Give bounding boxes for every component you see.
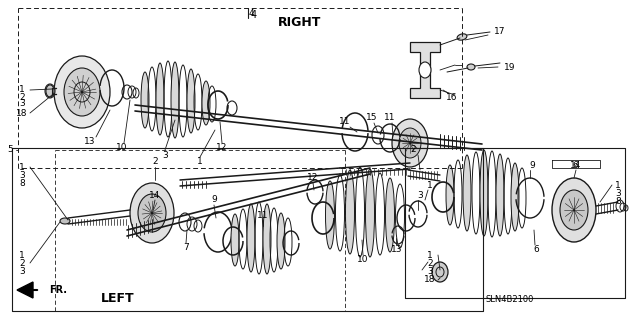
Ellipse shape xyxy=(231,214,239,266)
Ellipse shape xyxy=(552,178,596,242)
Text: 2: 2 xyxy=(427,258,433,268)
Text: 4: 4 xyxy=(248,10,254,19)
Text: 8: 8 xyxy=(615,197,621,205)
Text: 6: 6 xyxy=(572,160,578,169)
Text: 16: 16 xyxy=(446,93,458,102)
Text: 9: 9 xyxy=(529,160,535,169)
Text: 2: 2 xyxy=(152,158,158,167)
Text: 1: 1 xyxy=(427,250,433,259)
Ellipse shape xyxy=(247,204,255,272)
Text: 11: 11 xyxy=(339,117,351,127)
Text: 17: 17 xyxy=(494,27,506,36)
Text: 18: 18 xyxy=(16,108,28,117)
Text: 7: 7 xyxy=(183,243,189,253)
Ellipse shape xyxy=(130,183,174,243)
Polygon shape xyxy=(410,42,440,98)
Text: 13: 13 xyxy=(391,246,403,255)
Text: 3: 3 xyxy=(162,151,168,160)
Text: 8: 8 xyxy=(19,179,25,188)
Text: 4: 4 xyxy=(251,10,257,20)
Ellipse shape xyxy=(60,218,70,224)
Text: 1: 1 xyxy=(19,250,25,259)
Ellipse shape xyxy=(171,62,179,138)
Text: 12: 12 xyxy=(307,174,319,182)
Text: 10: 10 xyxy=(116,144,128,152)
Text: 3: 3 xyxy=(19,170,25,180)
Ellipse shape xyxy=(263,204,271,274)
Text: 1: 1 xyxy=(19,85,25,94)
Ellipse shape xyxy=(346,170,355,254)
Ellipse shape xyxy=(385,178,394,252)
Text: 14: 14 xyxy=(570,160,582,169)
Polygon shape xyxy=(17,282,33,298)
Text: 13: 13 xyxy=(84,137,96,146)
Ellipse shape xyxy=(446,165,454,225)
Ellipse shape xyxy=(156,63,164,135)
Text: SLN4B2100: SLN4B2100 xyxy=(485,295,533,305)
Text: 1: 1 xyxy=(197,158,203,167)
Text: FR.: FR. xyxy=(49,285,67,295)
Text: 11: 11 xyxy=(257,211,269,219)
Text: 2: 2 xyxy=(19,258,25,268)
Ellipse shape xyxy=(467,64,475,70)
Text: 3: 3 xyxy=(615,189,621,197)
Text: 3: 3 xyxy=(19,100,25,108)
Ellipse shape xyxy=(511,163,519,231)
Text: 2: 2 xyxy=(19,93,25,101)
Text: 9: 9 xyxy=(211,196,217,204)
Text: LEFT: LEFT xyxy=(101,292,135,305)
Ellipse shape xyxy=(54,56,110,128)
Ellipse shape xyxy=(432,262,448,282)
Text: 1: 1 xyxy=(427,181,433,189)
Text: 15: 15 xyxy=(366,114,378,122)
Ellipse shape xyxy=(399,128,421,158)
Ellipse shape xyxy=(480,150,488,236)
Ellipse shape xyxy=(365,169,374,257)
Text: RIGHT: RIGHT xyxy=(278,16,322,28)
Text: 5: 5 xyxy=(7,145,13,154)
Ellipse shape xyxy=(187,69,195,133)
Ellipse shape xyxy=(496,154,504,236)
Ellipse shape xyxy=(457,34,467,40)
Text: 18: 18 xyxy=(424,276,436,285)
Text: 14: 14 xyxy=(149,190,161,199)
Ellipse shape xyxy=(277,213,285,269)
Text: 6: 6 xyxy=(533,246,539,255)
Ellipse shape xyxy=(141,72,149,128)
Text: 3: 3 xyxy=(19,266,25,276)
Ellipse shape xyxy=(138,194,166,232)
Text: 12: 12 xyxy=(216,144,228,152)
Ellipse shape xyxy=(419,62,431,78)
Ellipse shape xyxy=(326,181,335,249)
Ellipse shape xyxy=(463,155,471,231)
Text: 3: 3 xyxy=(417,190,423,199)
Text: 1: 1 xyxy=(19,162,25,172)
Text: 10: 10 xyxy=(357,256,369,264)
Ellipse shape xyxy=(392,119,428,167)
Ellipse shape xyxy=(560,190,588,230)
Text: 3: 3 xyxy=(427,266,433,276)
Text: 11: 11 xyxy=(384,114,396,122)
Text: 1: 1 xyxy=(615,181,621,189)
Ellipse shape xyxy=(45,84,55,98)
Ellipse shape xyxy=(64,68,100,116)
Text: 19: 19 xyxy=(504,63,515,71)
Ellipse shape xyxy=(202,81,210,125)
Text: 2: 2 xyxy=(410,145,416,154)
